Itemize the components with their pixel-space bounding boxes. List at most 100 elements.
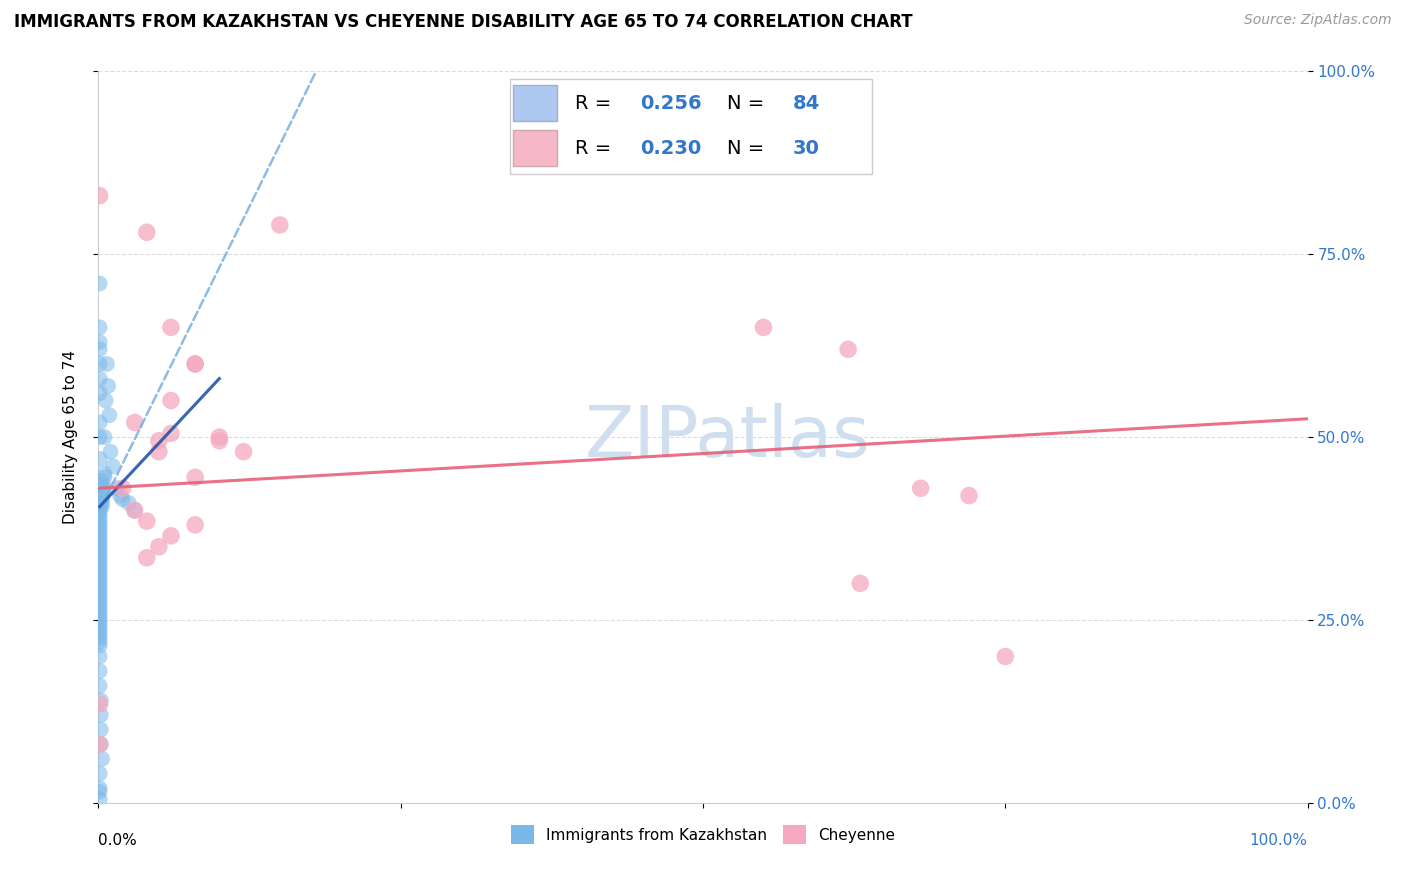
Point [118, 496, 141, 510]
Point [105, 481, 128, 495]
Point [89, 781, 111, 796]
Point [89, 371, 111, 385]
Point [124, 503, 146, 517]
Point [89, 386, 111, 401]
Point [89, 543, 111, 558]
Point [269, 218, 291, 232]
Y-axis label: Disability Age 65 to 74: Disability Age 65 to 74 [63, 350, 77, 524]
Point [89, 591, 111, 605]
Point [135, 514, 157, 528]
Point [124, 503, 146, 517]
Point [208, 430, 231, 444]
Point [208, 434, 231, 448]
Point [837, 343, 859, 357]
Point [89, 500, 111, 514]
Point [93, 467, 115, 481]
Point [89, 737, 111, 751]
Point [89, 277, 111, 291]
Point [90, 723, 112, 737]
Text: 100.0%: 100.0% [1250, 833, 1308, 848]
Point [135, 550, 157, 565]
Point [184, 357, 207, 371]
Point [184, 470, 207, 484]
Point [89, 343, 111, 357]
Point [160, 529, 183, 543]
Point [93, 430, 115, 444]
Point [89, 547, 111, 561]
Point [111, 492, 134, 507]
Text: 0.0%: 0.0% [98, 833, 138, 848]
Point [89, 599, 111, 613]
Point [89, 521, 111, 535]
Point [96, 357, 118, 371]
Point [89, 635, 111, 649]
Point [849, 576, 872, 591]
Point [108, 489, 131, 503]
Point [89, 616, 111, 631]
Point [91, 492, 114, 507]
Point [124, 416, 146, 430]
Point [89, 594, 111, 608]
Point [89, 503, 111, 517]
Point [89, 320, 111, 334]
Point [91, 474, 114, 488]
Point [184, 517, 207, 532]
Point [91, 752, 114, 766]
Point [89, 550, 111, 565]
Point [89, 697, 111, 711]
Point [89, 529, 111, 543]
Point [89, 510, 111, 524]
Point [89, 540, 111, 554]
Point [93, 470, 115, 484]
Point [100, 444, 122, 458]
Point [89, 573, 111, 587]
Point [148, 444, 170, 458]
Point [111, 481, 134, 495]
Point [89, 583, 111, 598]
Point [89, 785, 111, 799]
Point [89, 580, 111, 594]
Point [89, 452, 111, 467]
Text: Source: ZipAtlas.com: Source: ZipAtlas.com [1244, 13, 1392, 28]
Point [98, 408, 121, 422]
Text: IMMIGRANTS FROM KAZAKHSTAN VS CHEYENNE DISABILITY AGE 65 TO 74 CORRELATION CHART: IMMIGRANTS FROM KAZAKHSTAN VS CHEYENNE D… [14, 13, 912, 31]
Point [89, 533, 111, 547]
Point [957, 489, 980, 503]
Text: ZIPatlas: ZIPatlas [585, 402, 870, 472]
Legend: Immigrants from Kazakhstan, Cheyenne: Immigrants from Kazakhstan, Cheyenne [505, 819, 901, 850]
Point [184, 357, 207, 371]
Point [160, 426, 183, 441]
Point [89, 188, 111, 202]
Point [89, 613, 111, 627]
Point [752, 320, 775, 334]
Point [90, 693, 112, 707]
Point [89, 507, 111, 521]
Point [89, 554, 111, 568]
Point [89, 632, 111, 646]
Point [89, 627, 111, 641]
Point [89, 496, 111, 510]
Point [89, 792, 111, 806]
Point [89, 609, 111, 624]
Point [91, 496, 114, 510]
Point [101, 459, 124, 474]
Point [89, 517, 111, 532]
Point [89, 679, 111, 693]
Point [148, 434, 170, 448]
Point [89, 357, 111, 371]
Point [94, 393, 117, 408]
Point [89, 624, 111, 638]
Point [90, 708, 112, 723]
Point [89, 606, 111, 620]
Point [89, 536, 111, 550]
Point [91, 485, 114, 500]
Point [89, 766, 111, 780]
Point [89, 664, 111, 678]
Point [89, 334, 111, 349]
Point [91, 500, 114, 514]
Point [89, 569, 111, 583]
Point [232, 444, 254, 458]
Point [135, 225, 157, 239]
Point [91, 481, 114, 495]
Point [89, 430, 111, 444]
